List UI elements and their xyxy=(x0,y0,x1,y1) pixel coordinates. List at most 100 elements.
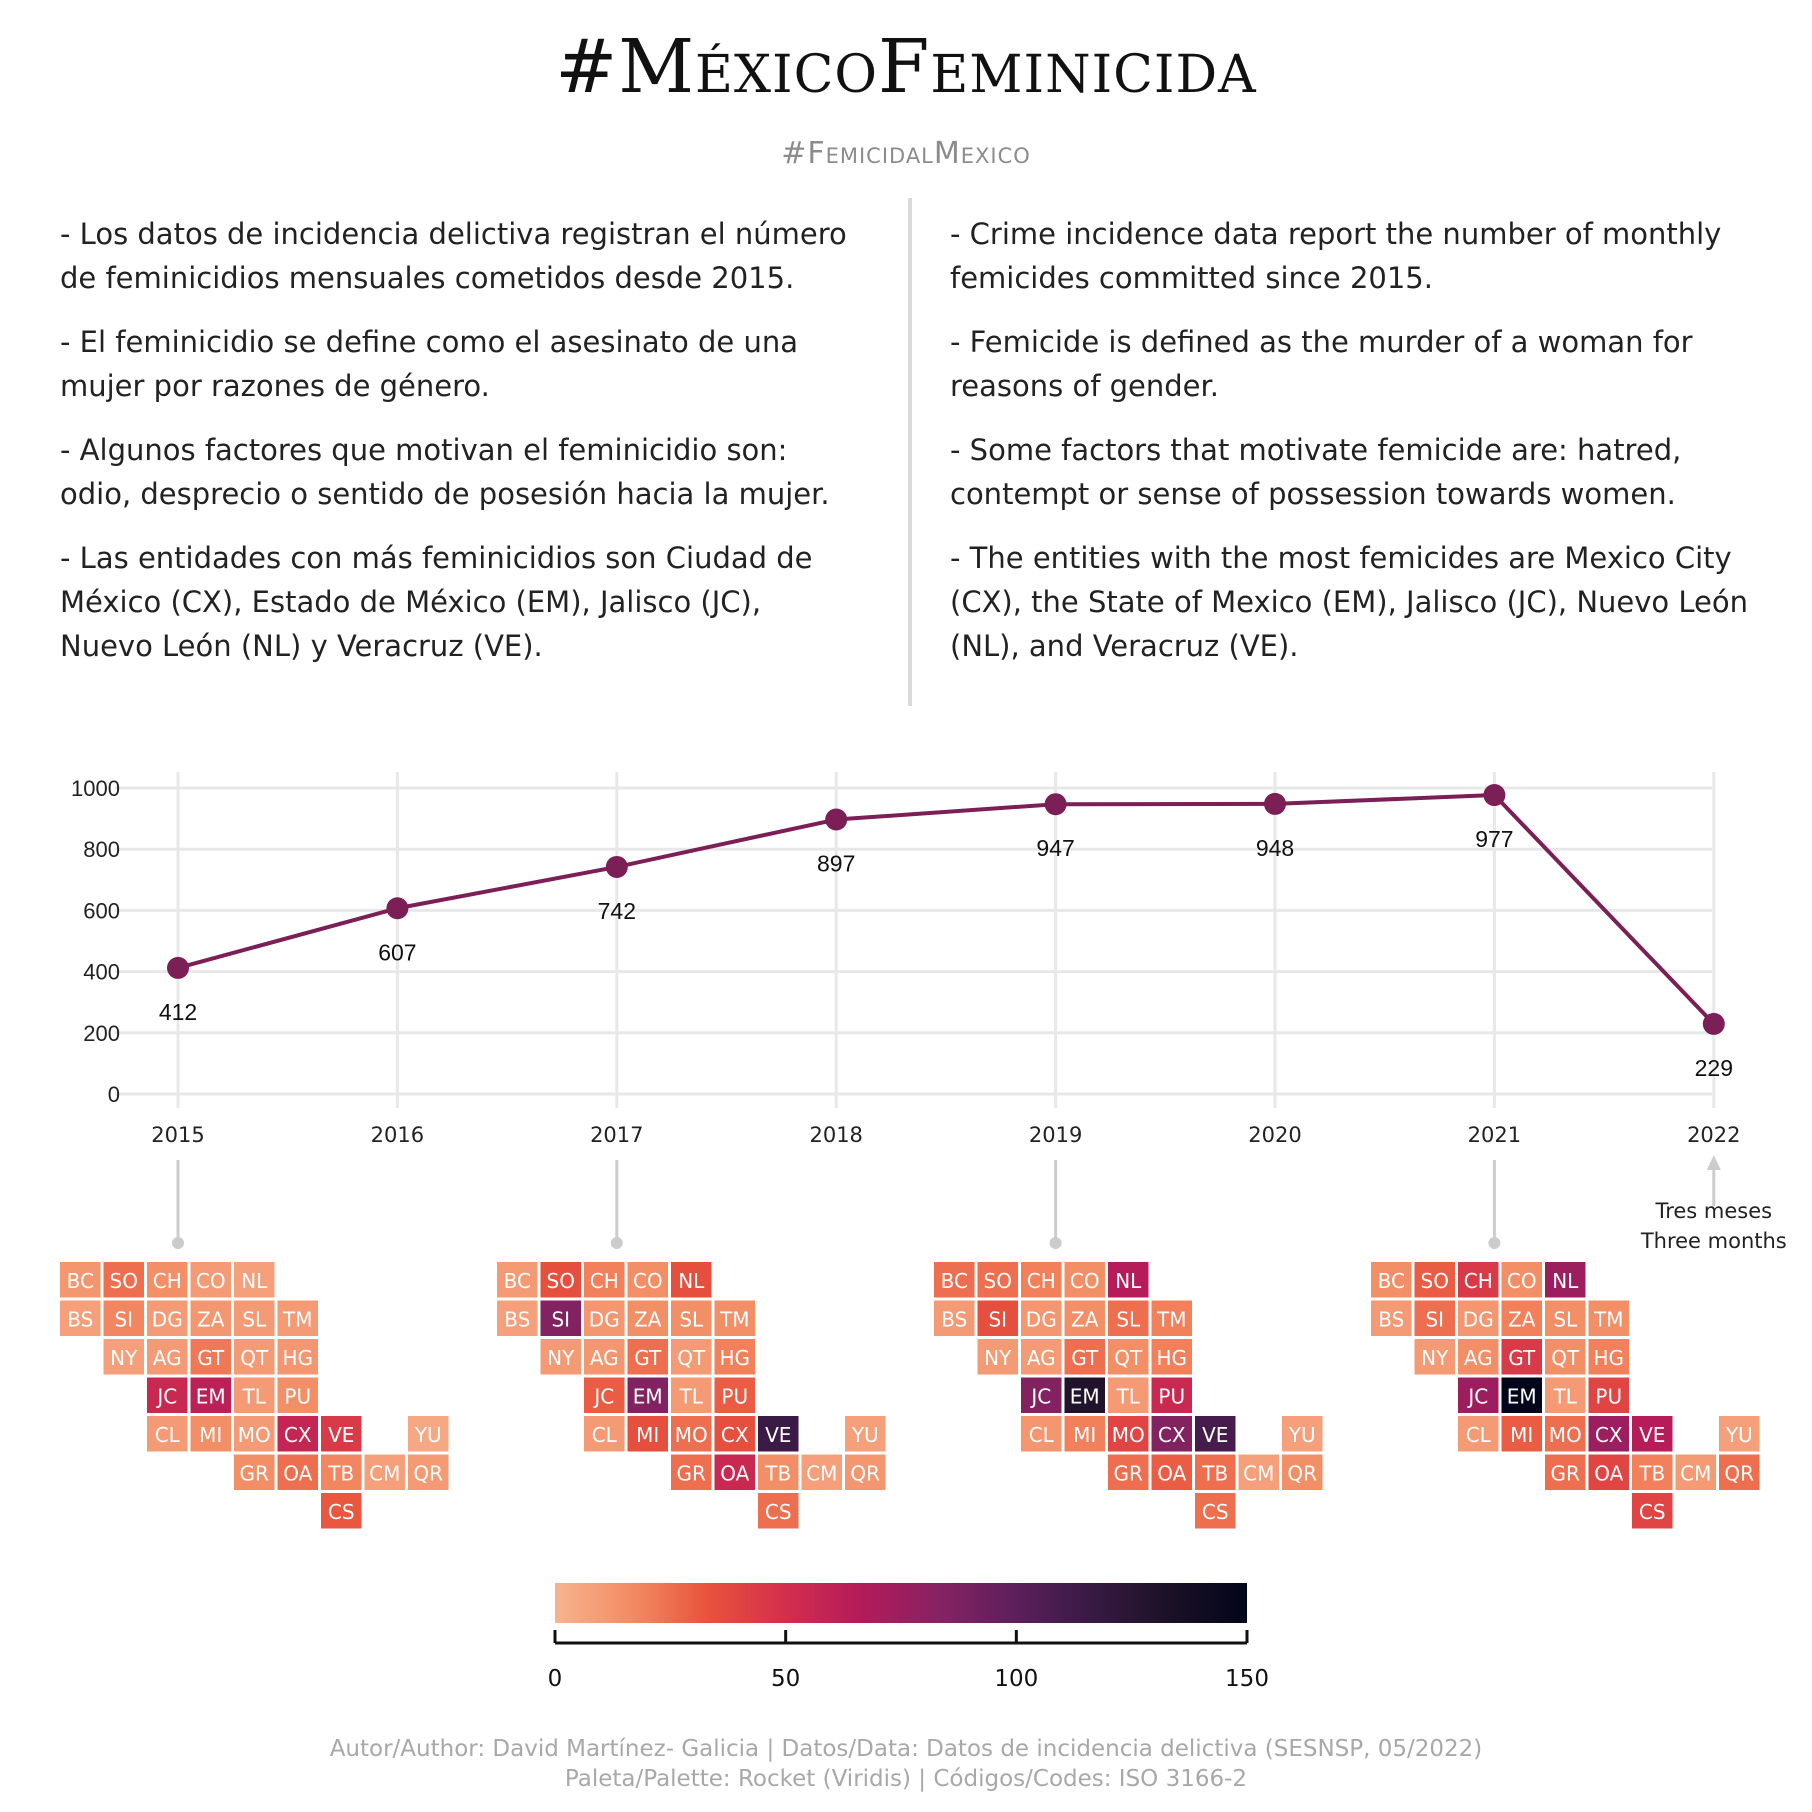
tile-so xyxy=(977,1262,1018,1298)
tile-label-pu: PU xyxy=(721,1384,748,1408)
tile-label-mi: MI xyxy=(1510,1423,1533,1447)
connector-dot xyxy=(610,1237,623,1249)
tile-ag xyxy=(1021,1339,1062,1375)
tile-label-yu: YU xyxy=(414,1423,442,1447)
tile-label-cs: CS xyxy=(328,1500,355,1524)
tile-label-co: CO xyxy=(196,1269,226,1293)
tile-label-tl: TL xyxy=(242,1384,267,1408)
tile-label-tl: TL xyxy=(679,1384,704,1408)
tile-oa xyxy=(1151,1454,1192,1490)
color-scale-bar xyxy=(555,1583,1247,1623)
tile-label-cs: CS xyxy=(765,1500,792,1524)
tile-jc xyxy=(1458,1377,1499,1413)
tile-label-dg: DG xyxy=(152,1307,183,1331)
data-point xyxy=(1483,784,1506,807)
tile-nl xyxy=(1108,1262,1149,1298)
tile-label-gt: GT xyxy=(197,1346,225,1370)
tile-ny xyxy=(103,1339,144,1375)
tile-pu xyxy=(277,1377,318,1413)
tile-qr xyxy=(1282,1454,1323,1490)
tile-cs xyxy=(1195,1493,1236,1529)
tile-label-ch: CH xyxy=(1027,1269,1056,1293)
tile-gt xyxy=(1501,1339,1542,1375)
tile-label-bc: BC xyxy=(67,1269,94,1293)
tile-label-gt: GT xyxy=(1508,1346,1536,1370)
data-label: 742 xyxy=(598,898,636,924)
connector-dot xyxy=(1488,1237,1501,1249)
tile-ch xyxy=(1021,1262,1062,1298)
x-tick-label: 2016 xyxy=(371,1123,424,1147)
tile-bc xyxy=(934,1262,975,1298)
tile-ch xyxy=(584,1262,625,1298)
tile-pu xyxy=(714,1377,755,1413)
color-scale-label: 150 xyxy=(1225,1666,1269,1692)
x-tick-label: 2019 xyxy=(1029,1123,1082,1147)
tile-bc xyxy=(1371,1262,1412,1298)
tile-label-em: EM xyxy=(633,1384,663,1408)
tile-gr xyxy=(1108,1454,1149,1490)
tile-dg xyxy=(1458,1300,1499,1336)
tile-label-cm: CM xyxy=(369,1461,400,1485)
tile-label-yu: YU xyxy=(851,1423,879,1447)
tile-label-bs: BS xyxy=(67,1307,93,1331)
en-paragraph-3: - Some factors that motivate femicide ar… xyxy=(950,433,1682,511)
tile-label-jc: JC xyxy=(1466,1384,1488,1408)
tile-tl xyxy=(1108,1377,1149,1413)
data-point xyxy=(1264,792,1286,815)
tile-label-co: CO xyxy=(1070,1269,1100,1293)
en-paragraph-2: - Femicide is defined as the murder of a… xyxy=(950,325,1693,403)
tile-sl xyxy=(234,1300,275,1336)
annotation-arrow-head xyxy=(1706,1155,1721,1170)
x-tick-label: 2015 xyxy=(151,1123,204,1147)
tile-label-bc: BC xyxy=(1378,1269,1405,1293)
tile-label-bc: BC xyxy=(504,1269,531,1293)
tile-label-qt: QT xyxy=(1114,1346,1143,1370)
tile-label-hg: HG xyxy=(282,1346,313,1370)
tile-hg xyxy=(1151,1339,1192,1375)
tile-label-mi: MI xyxy=(199,1423,222,1447)
tile-label-mo: MO xyxy=(675,1423,708,1447)
tile-mi xyxy=(1501,1416,1542,1452)
tile-label-ny: NY xyxy=(110,1346,138,1370)
tile-co xyxy=(190,1262,231,1298)
tile-label-ag: AG xyxy=(153,1346,182,1370)
tile-label-tb: TB xyxy=(1638,1461,1665,1485)
tile-tl xyxy=(234,1377,275,1413)
tile-label-mi: MI xyxy=(1073,1423,1096,1447)
tile-label-em: EM xyxy=(196,1384,226,1408)
tile-so xyxy=(1414,1262,1455,1298)
tile-label-qr: QR xyxy=(1287,1461,1317,1485)
tile-label-so: SO xyxy=(1421,1269,1449,1293)
annotation-line-1: Tres meses xyxy=(1654,1199,1772,1223)
tile-bs xyxy=(1371,1300,1412,1336)
tile-ve xyxy=(1195,1416,1236,1452)
tile-dg xyxy=(147,1300,188,1336)
tile-label-nl: NL xyxy=(241,1269,268,1293)
y-tick-label: 200 xyxy=(83,1021,120,1046)
tile-si xyxy=(977,1300,1018,1336)
tile-co xyxy=(1501,1262,1542,1298)
tile-label-hg: HG xyxy=(719,1346,750,1370)
tile-jc xyxy=(1021,1377,1062,1413)
tile-label-nl: NL xyxy=(1115,1269,1142,1293)
spanish-text-column: - Los datos de incidencia delictiva regi… xyxy=(60,212,860,688)
tile-label-cl: CL xyxy=(155,1423,181,1447)
data-point xyxy=(825,808,848,831)
tile-label-ag: AG xyxy=(590,1346,619,1370)
tile-em xyxy=(1501,1377,1542,1413)
tile-label-hg: HG xyxy=(1156,1346,1187,1370)
tile-label-sl: SL xyxy=(679,1307,704,1331)
tile-label-cm: CM xyxy=(806,1461,837,1485)
tile-label-tb: TB xyxy=(764,1461,791,1485)
tile-label-ve: VE xyxy=(765,1423,791,1447)
tile-bc xyxy=(60,1262,101,1298)
es-paragraph-4: - Las entidades con más feminicidios son… xyxy=(60,541,813,663)
connector-dot xyxy=(1049,1237,1062,1249)
tile-label-tl: TL xyxy=(1553,1384,1578,1408)
credits-line-2: Paleta/Palette: Rocket (Viridis) | Códig… xyxy=(564,1766,1248,1792)
tile-label-sl: SL xyxy=(242,1307,267,1331)
tile-label-qr: QR xyxy=(413,1461,443,1485)
tile-label-cx: CX xyxy=(1595,1423,1623,1447)
tile-tb xyxy=(1195,1454,1236,1490)
tile-cx xyxy=(1588,1416,1629,1452)
